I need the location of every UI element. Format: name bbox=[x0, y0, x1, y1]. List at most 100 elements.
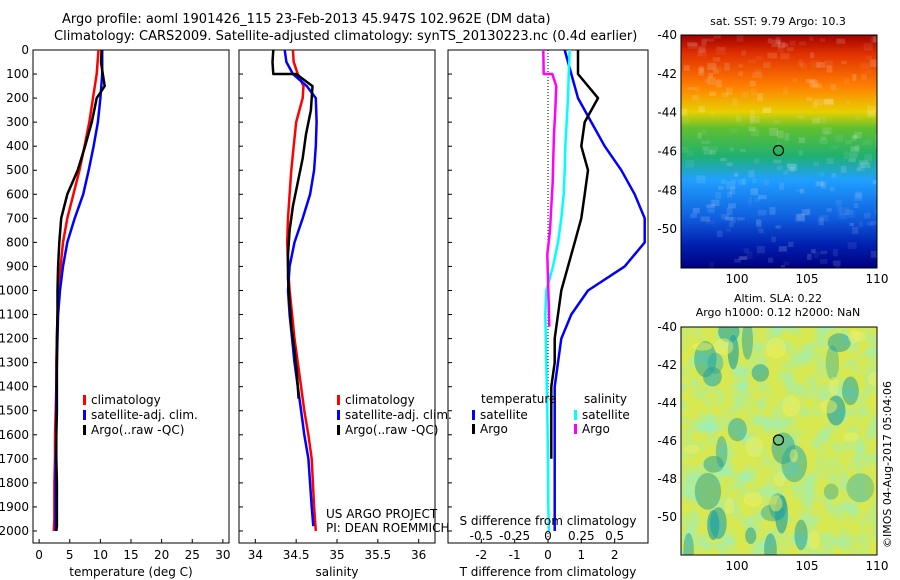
texture-cell bbox=[729, 147, 734, 152]
texture-blob bbox=[781, 395, 801, 417]
texture-cell bbox=[701, 140, 710, 144]
x-tick-label: 0 bbox=[544, 548, 552, 562]
x-tick-label: 110 bbox=[866, 272, 889, 286]
texture-cell bbox=[738, 256, 747, 260]
texture-cell bbox=[780, 53, 790, 60]
y-tick-label: 1500 bbox=[0, 404, 29, 418]
texture-cell bbox=[685, 160, 695, 168]
texture-cell bbox=[687, 86, 697, 91]
texture-cell bbox=[800, 62, 807, 69]
texture-blob bbox=[827, 333, 851, 353]
texture-cell bbox=[748, 170, 755, 178]
y-tick-label: 1400 bbox=[0, 380, 29, 394]
legend-swatch bbox=[83, 410, 86, 420]
texture-cell bbox=[705, 204, 716, 208]
y-tick-label: -48 bbox=[657, 472, 677, 486]
y-tick-label: 0 bbox=[21, 43, 29, 57]
texture-cell bbox=[831, 173, 837, 178]
texture-cell bbox=[700, 216, 710, 222]
y-tick-label: -40 bbox=[657, 320, 677, 334]
texture-cell bbox=[781, 43, 789, 48]
texture-cell bbox=[787, 241, 794, 248]
texture-cell bbox=[746, 251, 753, 260]
texture-cell bbox=[840, 165, 847, 173]
texture-cell bbox=[784, 133, 790, 141]
x-tick-label: 105 bbox=[796, 559, 819, 573]
texture-cell bbox=[795, 214, 806, 223]
texture-cell bbox=[826, 208, 832, 212]
texture-cell bbox=[682, 118, 690, 125]
texture-cell bbox=[705, 219, 715, 225]
texture-cell bbox=[823, 130, 829, 136]
texture-cell bbox=[710, 150, 716, 155]
texture-cell bbox=[848, 152, 858, 158]
y-tick-label: -42 bbox=[657, 67, 677, 81]
texture-blob bbox=[751, 364, 770, 382]
texture-cell bbox=[870, 36, 877, 43]
imos-watermark: ©IMOS 04-Aug-2017 05:04:06 bbox=[881, 381, 894, 548]
x-tick-label: 35.5 bbox=[364, 548, 391, 562]
texture-cell bbox=[720, 179, 726, 185]
texture-cell bbox=[726, 181, 736, 190]
texture-cell bbox=[761, 107, 771, 114]
texture-cell bbox=[820, 181, 827, 189]
texture-cell bbox=[773, 120, 780, 124]
texture-cell bbox=[697, 132, 702, 139]
texture-cell bbox=[852, 73, 857, 82]
texture-cell bbox=[864, 212, 871, 219]
texture-cell bbox=[731, 179, 737, 183]
texture-cell bbox=[752, 178, 757, 183]
legend-swatch bbox=[83, 425, 86, 435]
texture-cell bbox=[757, 209, 767, 216]
texture-cell bbox=[741, 50, 746, 56]
series-line bbox=[553, 50, 646, 531]
y-tick-label: 200 bbox=[6, 91, 29, 105]
texture-cell bbox=[741, 91, 749, 98]
texture-cell bbox=[863, 42, 873, 51]
texture-cell bbox=[747, 197, 752, 205]
texture-cell bbox=[864, 154, 872, 162]
texture-cell bbox=[736, 217, 745, 221]
texture-cell bbox=[752, 72, 763, 78]
texture-cell bbox=[843, 151, 849, 160]
texture-blob bbox=[683, 445, 700, 454]
texture-cell bbox=[856, 167, 861, 172]
texture-cell bbox=[753, 158, 760, 164]
y-tick-label: -46 bbox=[657, 145, 677, 159]
texture-cell bbox=[824, 60, 833, 68]
texture-cell bbox=[850, 135, 857, 139]
texture-cell bbox=[750, 88, 757, 96]
texture-cell bbox=[819, 172, 825, 177]
texture-cell bbox=[749, 80, 756, 87]
texture-cell bbox=[783, 170, 789, 176]
texture-cell bbox=[818, 217, 824, 226]
series-line bbox=[271, 50, 314, 399]
y-tick-label: 1900 bbox=[0, 500, 29, 514]
texture-blob bbox=[843, 432, 860, 442]
texture-cell bbox=[798, 150, 804, 156]
texture-cell bbox=[704, 79, 711, 83]
texture-cell bbox=[757, 93, 763, 101]
texture-cell bbox=[698, 106, 705, 113]
texture-cell bbox=[701, 38, 707, 46]
legend-swatch bbox=[337, 395, 340, 405]
y-tick-label: 700 bbox=[6, 211, 29, 225]
texture-cell bbox=[681, 146, 688, 153]
y-tick-label: -48 bbox=[657, 183, 677, 197]
argo-position-marker bbox=[772, 434, 785, 446]
texture-cell bbox=[763, 180, 770, 186]
texture-cell bbox=[750, 109, 756, 118]
legend-swatch bbox=[83, 395, 86, 405]
texture-cell bbox=[832, 260, 841, 266]
texture-cell bbox=[809, 36, 814, 41]
y-tick-label: 1100 bbox=[0, 308, 29, 322]
texture-cell bbox=[686, 150, 694, 157]
texture-blob bbox=[683, 532, 694, 555]
sst-map: sat. SST: 9.79 Argo: 10.3 bbox=[680, 15, 878, 269]
texture-blob bbox=[741, 327, 754, 360]
texture-cell bbox=[851, 226, 859, 234]
texture-cell bbox=[868, 110, 875, 117]
texture-blob bbox=[745, 436, 764, 457]
texture-cell bbox=[697, 50, 703, 56]
texture-cell bbox=[820, 250, 828, 255]
